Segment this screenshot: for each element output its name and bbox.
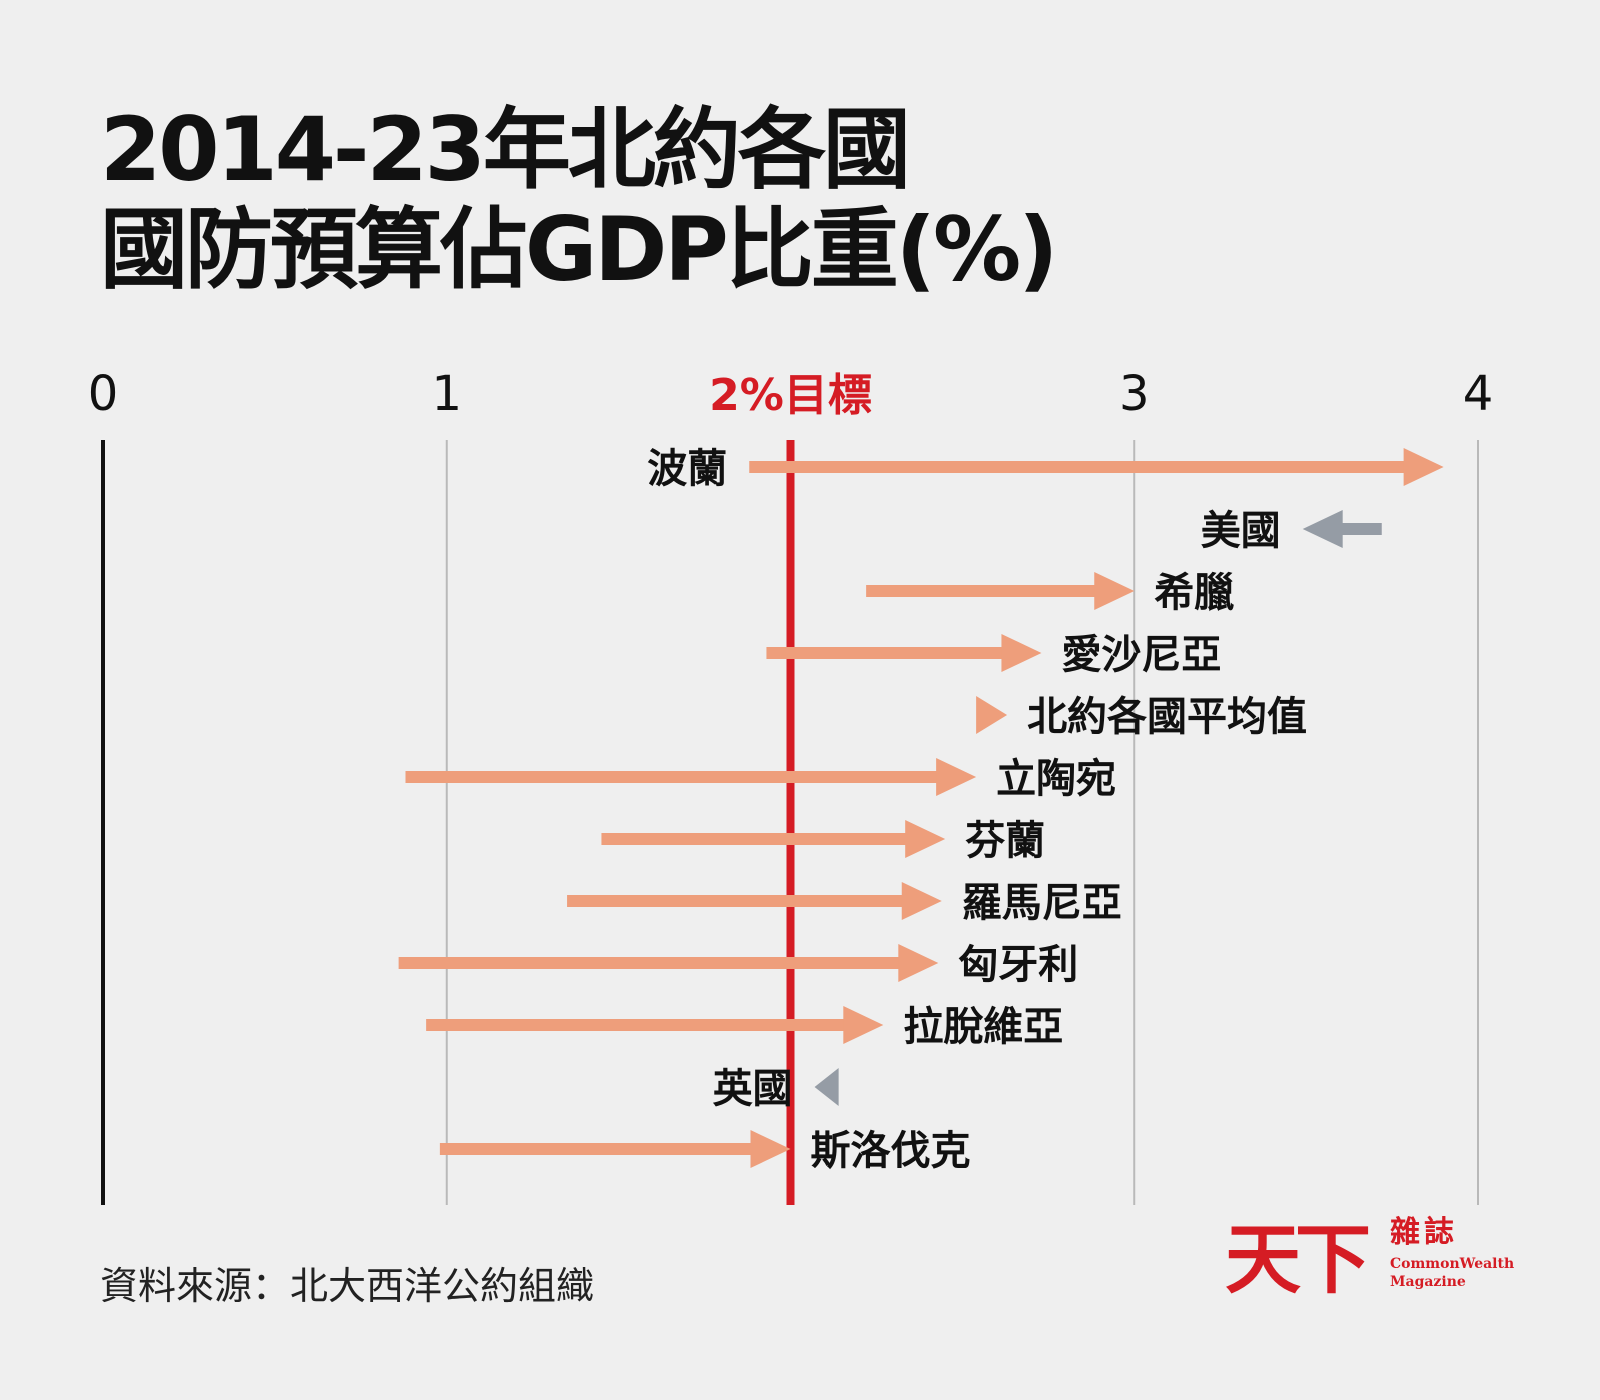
tick-label: 4 <box>1463 366 1494 422</box>
target-label: 2%目標 <box>709 370 872 421</box>
tick-label: 3 <box>1119 366 1150 422</box>
arrow-head <box>843 1006 884 1044</box>
arrow-head <box>814 1068 839 1106</box>
commonwealth-logo: 天下 雜誌 CommonWealth Magazine <box>1225 1215 1515 1305</box>
logo-mark: 天下 <box>1225 1215 1371 1304</box>
arrow-head <box>1403 448 1444 486</box>
arrow-head <box>1302 510 1343 548</box>
country-label: 斯洛伐克 <box>811 1128 971 1174</box>
country-label: 希臘 <box>1154 570 1234 616</box>
country-label: 立陶宛 <box>996 756 1116 802</box>
arrow-head <box>1094 572 1135 610</box>
source-note: 資料來源：北大西洋公約組織 <box>100 1264 595 1308</box>
country-label: 拉脫維亞 <box>903 1004 1063 1050</box>
arrow-head <box>898 944 939 982</box>
country-label: 羅馬尼亞 <box>962 880 1122 926</box>
country-label: 波蘭 <box>647 446 727 492</box>
arrow-head <box>936 758 977 796</box>
title-line-1: 2014-23年北約各國 <box>100 98 911 201</box>
title-line-2: 國防預算佔GDP比重(%) <box>100 198 1058 301</box>
country-label: 美國 <box>1201 508 1281 554</box>
arrow-chart: 0 1 2%目標 3 4 波蘭美國希臘愛沙尼亞北約各國平均值立陶宛芬蘭羅馬尼亞匈牙利拉脫維… <box>88 366 1494 1205</box>
arrow-head <box>1001 634 1042 672</box>
arrow-head <box>750 1130 791 1168</box>
country-label: 北約各國平均值 <box>1027 694 1307 740</box>
tick-label: 1 <box>431 366 462 422</box>
arrow-head <box>905 820 946 858</box>
country-label: 匈牙利 <box>958 942 1078 988</box>
country-label: 英國 <box>713 1066 793 1112</box>
logo-english: CommonWealth Magazine <box>1390 1256 1515 1290</box>
arrow-head <box>976 696 1008 734</box>
country-label: 愛沙尼亞 <box>1061 632 1221 678</box>
tick-label: 0 <box>88 366 119 422</box>
chart-title: 2014-23年北約各國 國防預算佔GDP比重(%) <box>100 98 1058 301</box>
logo-chinese: 雜誌 <box>1390 1215 1458 1250</box>
country-label: 芬蘭 <box>965 818 1045 864</box>
arrow-head <box>901 882 942 920</box>
